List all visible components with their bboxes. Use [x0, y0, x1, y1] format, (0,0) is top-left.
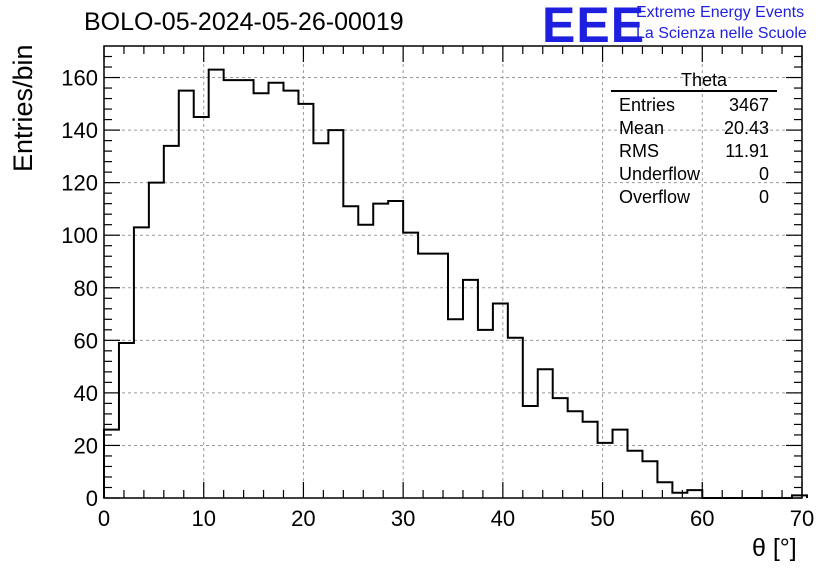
histogram-series [103, 68, 808, 499]
stats-title: Theta [611, 70, 777, 92]
stats-row: Underflow 0 [611, 163, 777, 186]
x-tick-label: 60 [690, 506, 714, 531]
stats-value: 11.91 [725, 141, 769, 161]
eee-logo: EEE [542, 0, 646, 53]
stats-label: Entries [619, 95, 676, 115]
chart-title: BOLO-05-2024-05-26-00019 [84, 8, 404, 36]
stats-value: 3467 [728, 95, 769, 115]
x-tick-label: 40 [491, 506, 515, 531]
x-tick-label: 20 [291, 506, 315, 531]
x-tick-label: 10 [191, 506, 215, 531]
y-tick-label: 120 [61, 171, 98, 196]
x-tick-label: 70 [790, 506, 814, 531]
x-tick-label: 30 [391, 506, 415, 531]
logo-tagline-2: La Scienza nelle Scuole [636, 25, 807, 42]
stats-row: Entries 3467 [611, 94, 777, 117]
y-tick-label: 40 [74, 381, 98, 406]
x-axis-label: θ [°] [752, 534, 797, 562]
stats-value: 20.43 [723, 118, 769, 138]
stats-row: Mean 20.43 [611, 117, 777, 140]
y-tick-label: 160 [61, 66, 98, 91]
stats-box: Theta Entries 3467 Mean 20.43 RMS 11.91 … [611, 70, 777, 209]
stats-label: Underflow [619, 164, 701, 184]
stats-label: Mean [619, 118, 665, 138]
y-axis-label: Entries/bin [8, 44, 38, 172]
y-tick-label: 100 [61, 223, 98, 248]
y-tick-label: 140 [61, 118, 98, 143]
stats-value: 0 [758, 164, 769, 184]
y-tick-label: 0 [86, 486, 98, 511]
stats-row: RMS 11.91 [611, 140, 777, 163]
y-tick-label: 80 [74, 276, 98, 301]
stats-value: 0 [758, 187, 769, 207]
x-tick-label: 50 [590, 506, 614, 531]
stats-row: Overflow 0 [611, 186, 777, 209]
stats-label: RMS [619, 141, 659, 161]
y-tick-label: 20 [74, 433, 98, 458]
y-tick-label: 60 [74, 328, 98, 353]
logo-tagline-1: Extreme Energy Events [636, 4, 805, 21]
plot-frame [103, 45, 803, 499]
x-tick-label: 0 [98, 506, 110, 531]
stats-label: Overflow [619, 187, 691, 207]
